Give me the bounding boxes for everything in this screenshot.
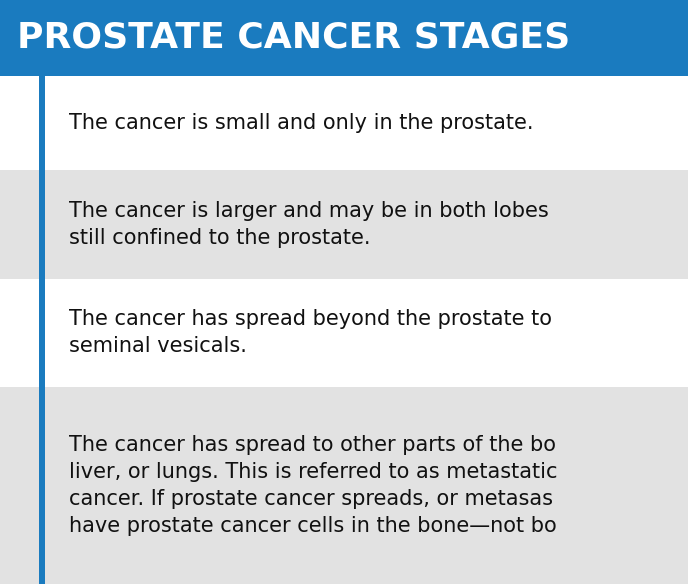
Bar — [0, 279, 688, 387]
Bar — [0, 76, 688, 170]
Bar — [0, 170, 688, 279]
Text: PROSTATE CANCER STAGES: PROSTATE CANCER STAGES — [17, 21, 570, 55]
Bar — [0, 387, 688, 584]
Bar — [0, 0, 688, 76]
Text: The cancer is small and only in the prostate.: The cancer is small and only in the pros… — [69, 113, 533, 133]
Text: The cancer has spread beyond the prostate to
seminal vesicals.: The cancer has spread beyond the prostat… — [69, 309, 552, 356]
Text: The cancer is larger and may be in both lobes
still confined to the prostate.: The cancer is larger and may be in both … — [69, 201, 548, 248]
Text: The cancer has spread to other parts of the bo
liver, or lungs. This is referred: The cancer has spread to other parts of … — [69, 434, 557, 536]
Bar — [39, 76, 45, 584]
